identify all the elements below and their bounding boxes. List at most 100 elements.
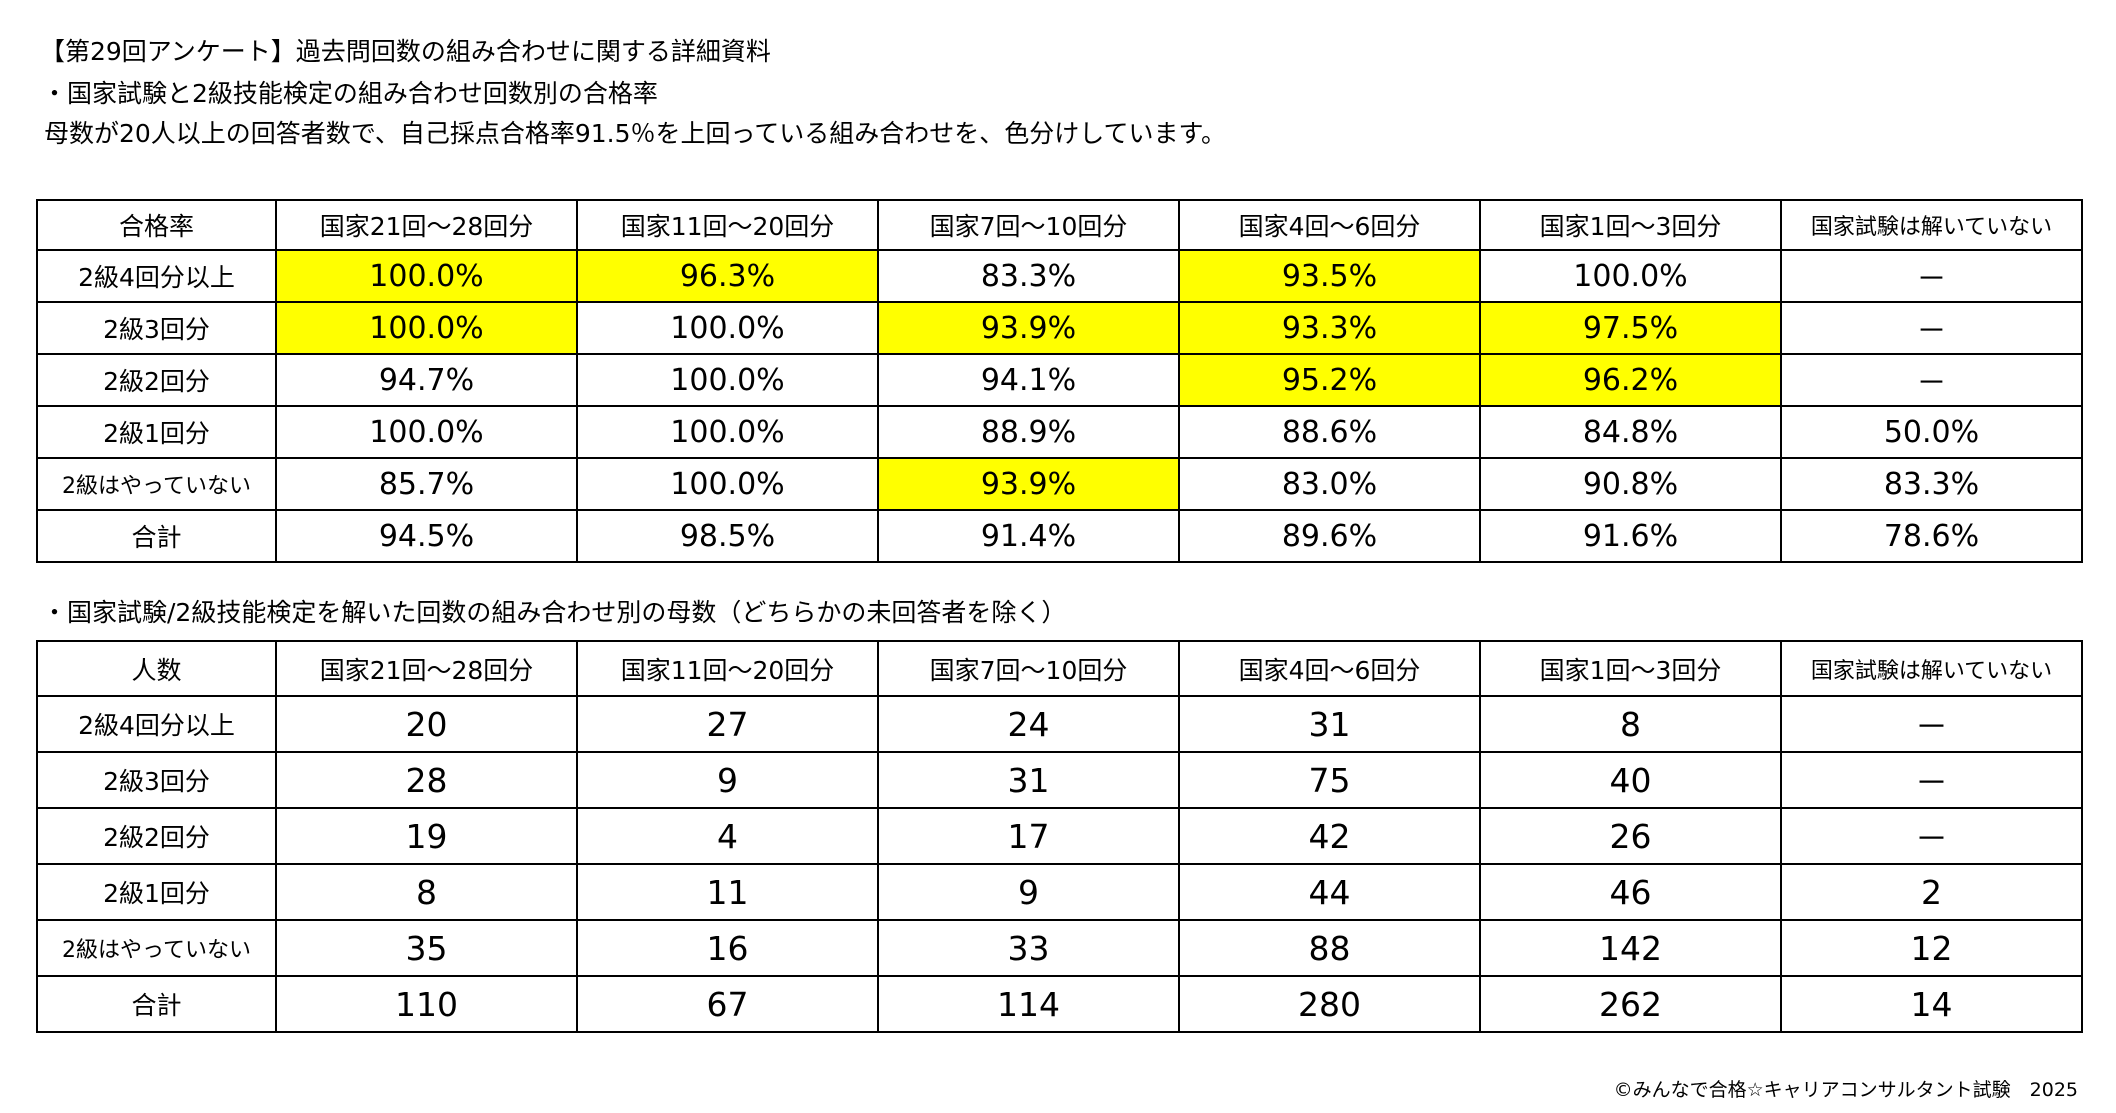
rate-cell: 100.0%: [275, 249, 578, 303]
rate-cell: 83.0%: [1178, 457, 1481, 511]
row-header: 合計: [36, 509, 277, 563]
rate-cell: 100.0%: [576, 457, 879, 511]
count-cell: 280: [1178, 975, 1481, 1033]
pass-rate-table: 合格率 国家21回～28回分 国家11回～20回分 国家7回～10回分 国家4回…: [36, 199, 2083, 563]
count-cell: 31: [877, 751, 1180, 809]
rate-cell: 94.5%: [275, 509, 578, 563]
table-row: 2級4回分以上 20 27 24 31 8 －: [36, 695, 2083, 753]
rate-cell: 50.0%: [1780, 405, 2083, 459]
column-header: 国家7回～10回分: [877, 199, 1180, 251]
rate-cell: 100.0%: [576, 405, 879, 459]
rate-cell: 78.6%: [1780, 509, 2083, 563]
count-cell: 11: [576, 863, 879, 921]
rate-cell: 100.0%: [576, 353, 879, 407]
count-cell: 88: [1178, 919, 1481, 977]
count-cell: 9: [576, 751, 879, 809]
rate-cell: 94.1%: [877, 353, 1180, 407]
column-header: 国家4回～6回分: [1178, 640, 1481, 697]
count-cell: 19: [275, 807, 578, 865]
count-cell: 16: [576, 919, 879, 977]
table-header-row: 合格率 国家21回～28回分 国家11回～20回分 国家7回～10回分 国家4回…: [36, 199, 2083, 251]
rate-cell: 85.7%: [275, 457, 578, 511]
row-header: 2級4回分以上: [36, 249, 277, 303]
column-header: 国家11回～20回分: [576, 199, 879, 251]
rate-cell: －: [1780, 249, 2083, 303]
count-cell: 33: [877, 919, 1180, 977]
table-row: 2級はやっていない 35 16 33 88 142 12: [36, 919, 2083, 977]
count-cell: 75: [1178, 751, 1481, 809]
row-header: 2級3回分: [36, 301, 277, 355]
table-corner-label: 合格率: [36, 199, 277, 251]
count-cell: 142: [1479, 919, 1782, 977]
count-cell: －: [1780, 807, 2083, 865]
rate-cell: 98.5%: [576, 509, 879, 563]
row-header: 2級2回分: [36, 807, 277, 865]
rate-cell: 100.0%: [1479, 249, 1782, 303]
table-row: 2級1回分 100.0% 100.0% 88.9% 88.6% 84.8% 50…: [36, 405, 2083, 459]
rate-cell: －: [1780, 301, 2083, 355]
rate-cell: 96.3%: [576, 249, 879, 303]
rate-cell: 83.3%: [877, 249, 1180, 303]
column-header: 国家11回～20回分: [576, 640, 879, 697]
rate-cell: 88.9%: [877, 405, 1180, 459]
rate-cell: 83.3%: [1780, 457, 2083, 511]
rate-cell: 90.8%: [1479, 457, 1782, 511]
row-header: 2級1回分: [36, 863, 277, 921]
table-row: 2級はやっていない 85.7% 100.0% 93.9% 83.0% 90.8%…: [36, 457, 2083, 511]
count-cell: 67: [576, 975, 879, 1033]
rate-cell: 100.0%: [275, 301, 578, 355]
column-header: 国家1回～3回分: [1479, 640, 1782, 697]
rate-cell: 93.9%: [877, 301, 1180, 355]
count-cell: 46: [1479, 863, 1782, 921]
table-row: 2級1回分 8 11 9 44 46 2: [36, 863, 2083, 921]
count-cell: 14: [1780, 975, 2083, 1033]
rate-cell: －: [1780, 353, 2083, 407]
count-cell: 12: [1780, 919, 2083, 977]
rate-cell: 94.7%: [275, 353, 578, 407]
column-header: 国家21回～28回分: [275, 199, 578, 251]
row-header: 2級はやっていない: [36, 457, 277, 511]
table-row: 2級4回分以上 100.0% 96.3% 83.3% 93.5% 100.0% …: [36, 249, 2083, 303]
rate-cell: 96.2%: [1479, 353, 1782, 407]
count-cell: 262: [1479, 975, 1782, 1033]
column-header: 国家試験は解いていない: [1780, 199, 2083, 251]
column-header: 国家21回～28回分: [275, 640, 578, 697]
rate-cell: 93.9%: [877, 457, 1180, 511]
row-header: 2級1回分: [36, 405, 277, 459]
count-cell: 114: [877, 975, 1180, 1033]
count-cell: 8: [275, 863, 578, 921]
respondent-count-table: 人数 国家21回～28回分 国家11回～20回分 国家7回～10回分 国家4回～…: [36, 640, 2083, 1033]
row-header: 合計: [36, 975, 277, 1033]
table-header-row: 人数 国家21回～28回分 国家11回～20回分 国家7回～10回分 国家4回～…: [36, 640, 2083, 697]
row-header: 2級4回分以上: [36, 695, 277, 753]
rate-cell: 91.6%: [1479, 509, 1782, 563]
count-cell: －: [1780, 751, 2083, 809]
rate-cell: 93.3%: [1178, 301, 1481, 355]
count-cell: 9: [877, 863, 1180, 921]
table-corner-label: 人数: [36, 640, 277, 697]
rate-cell: 91.4%: [877, 509, 1180, 563]
count-cell: 2: [1780, 863, 2083, 921]
rate-cell: 100.0%: [275, 405, 578, 459]
rate-cell: 95.2%: [1178, 353, 1481, 407]
count-cell: 44: [1178, 863, 1481, 921]
section-title-pass-rate: ・国家試験と2級技能検定の組み合わせ回数別の合格率: [42, 79, 658, 108]
count-cell: 17: [877, 807, 1180, 865]
column-header: 国家4回～6回分: [1178, 199, 1481, 251]
copyright-footer: ©みんなで合格☆キャリアコンサルタント試験 2025: [1613, 1079, 2078, 1101]
table-row-total: 合計 110 67 114 280 262 14: [36, 975, 2083, 1033]
count-cell: 26: [1479, 807, 1782, 865]
table-row-total: 合計 94.5% 98.5% 91.4% 89.6% 91.6% 78.6%: [36, 509, 2083, 563]
count-cell: 42: [1178, 807, 1481, 865]
column-header: 国家7回～10回分: [877, 640, 1180, 697]
rate-cell: 84.8%: [1479, 405, 1782, 459]
count-cell: 40: [1479, 751, 1782, 809]
count-cell: 20: [275, 695, 578, 753]
column-header: 国家1回～3回分: [1479, 199, 1782, 251]
column-header: 国家試験は解いていない: [1780, 640, 2083, 697]
rate-cell: 93.5%: [1178, 249, 1481, 303]
section-title-counts: ・国家試験/2級技能検定を解いた回数の組み合わせ別の母数（どちらかの未回答者を除…: [42, 598, 1067, 627]
row-header: 2級2回分: [36, 353, 277, 407]
table-row: 2級2回分 94.7% 100.0% 94.1% 95.2% 96.2% －: [36, 353, 2083, 407]
count-cell: 31: [1178, 695, 1481, 753]
